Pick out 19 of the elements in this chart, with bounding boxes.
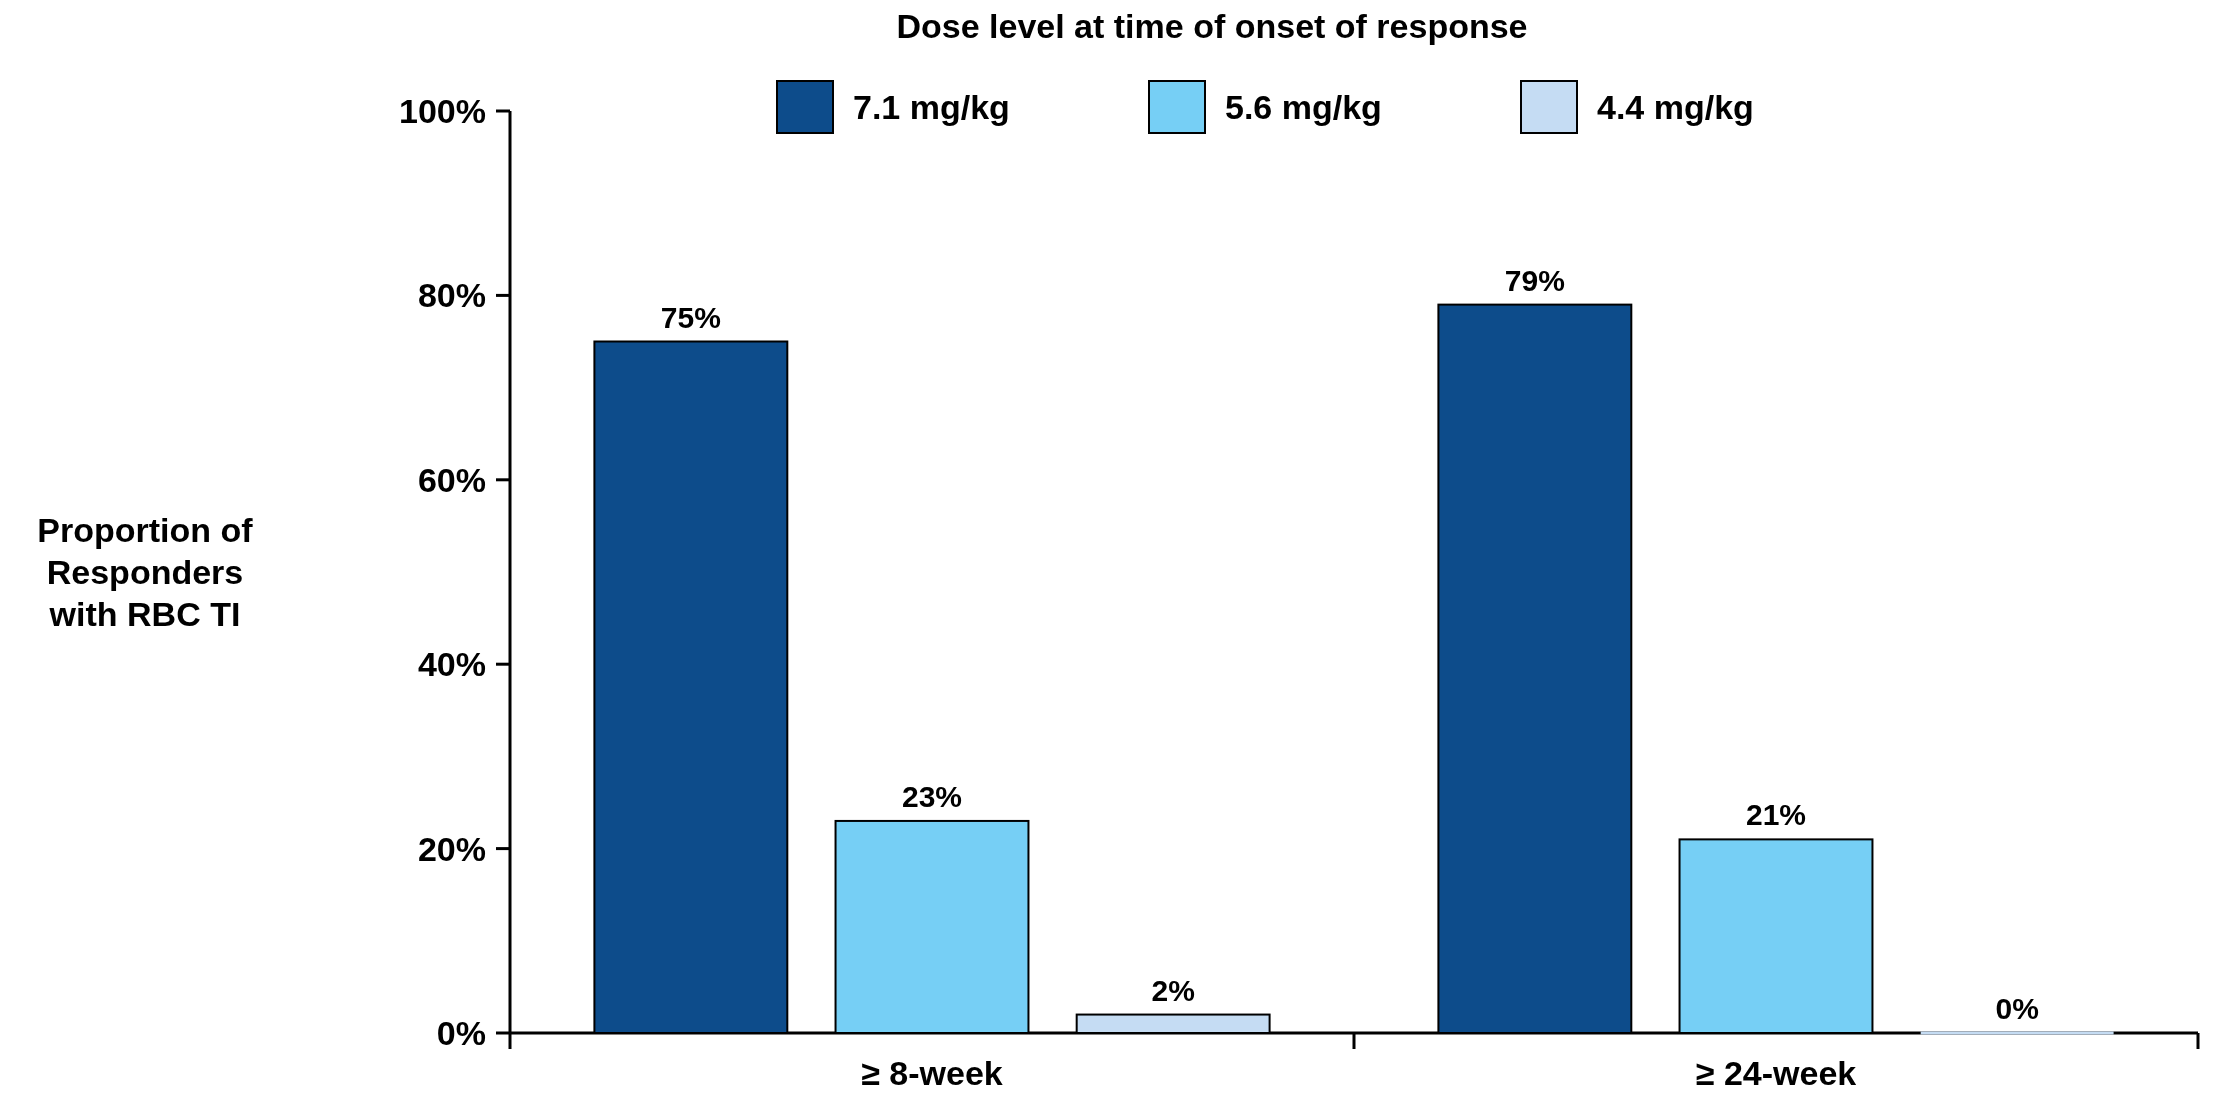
data-label: 21% (1745, 798, 1807, 832)
y-tick-label: 20% (417, 829, 486, 868)
data-label: 75% (660, 300, 721, 334)
data-label: 2% (1151, 973, 1195, 1007)
legend-label: 5.6 mg/kg (1225, 87, 1382, 126)
data-label: 23% (901, 779, 963, 813)
legend-label: 7.1 mg/kg (853, 87, 1010, 126)
y-axis-title: Proportion of Responders with RBC TI (37, 510, 254, 633)
data-label: 79% (1504, 263, 1565, 297)
y-tick-label: 40% (417, 645, 486, 684)
y-tick-label: 100% (399, 91, 486, 130)
y-tick-label: 0% (436, 1013, 486, 1052)
legend-title: Dose level at time of onset of response (896, 7, 1528, 45)
x-tick-label: ≥ 8-week (861, 1054, 1003, 1092)
y-tick-label: 80% (417, 276, 486, 315)
legend-label: 4.4 mg/kg (1597, 87, 1754, 126)
data-label: 0% (1995, 992, 2039, 1025)
x-tick-label: ≥ 24-week (1695, 1054, 1857, 1092)
y-tick-label: 60% (417, 460, 486, 499)
